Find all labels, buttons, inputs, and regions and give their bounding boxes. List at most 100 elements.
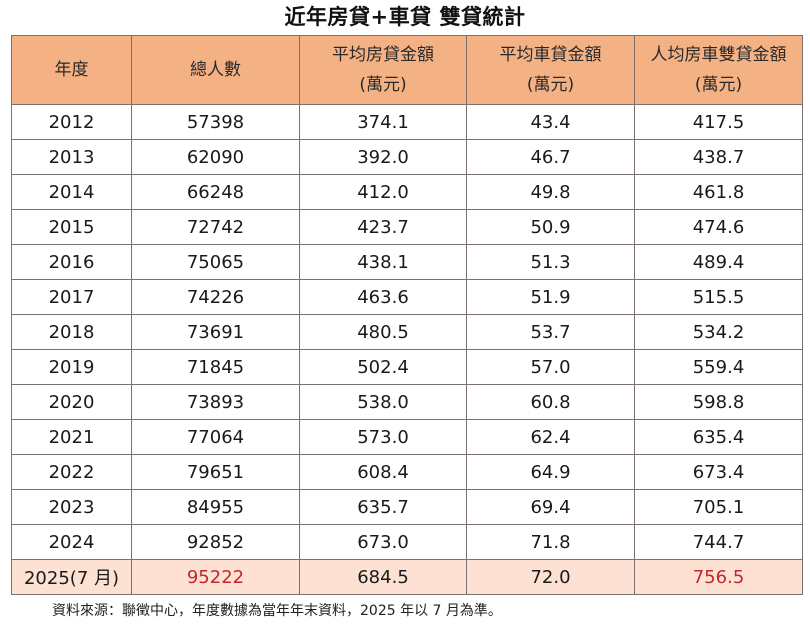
cell-car: 60.8 [466,384,635,420]
cell-combined: 635.4 [634,419,803,455]
table-row: 2015 72742 423.7 50.9 474.6 [11,209,803,245]
cell-total: 75065 [131,244,300,280]
cell-combined: 438.7 [634,139,803,175]
cell-mortgage: 392.0 [299,139,467,175]
cell-car: 69.4 [466,489,635,525]
header-avg-mortgage-unit: (萬元) [359,75,407,95]
header-row: 年度 總人數 平均房貸金額 (萬元) 平均車貸金額 (萬元) 人均房車雙貸金額 … [11,35,803,105]
cell-mortgage: 538.0 [299,384,467,420]
cell-year: 2023 [11,489,132,525]
cell-mortgage: 412.0 [299,174,467,210]
cell-combined: 515.5 [634,279,803,315]
cell-total: 66248 [131,174,300,210]
cell-car: 43.4 [466,104,635,140]
cell-year: 2019 [11,349,132,385]
cell-year: 2014 [11,174,132,210]
cell-mortgage: 502.4 [299,349,467,385]
header-year-label: 年度 [54,60,89,80]
cell-car: 51.3 [466,244,635,280]
cell-combined: 559.4 [634,349,803,385]
cell-mortgage: 374.1 [299,104,467,140]
cell-total: 73691 [131,314,300,350]
cell-combined: 744.7 [634,524,803,560]
cell-combined: 756.5 [634,559,803,595]
cell-car: 46.7 [466,139,635,175]
cell-total: 77064 [131,419,300,455]
header-avg-mortgage: 平均房貸金額 (萬元) [299,35,467,105]
header-avg-car-loan-unit: (萬元) [526,75,575,95]
cell-year: 2018 [11,314,132,350]
header-combined-loan: 人均房車雙貸金額 (萬元) [634,35,803,105]
cell-total: 79651 [131,454,300,490]
cell-mortgage: 608.4 [299,454,467,490]
cell-mortgage: 684.5 [299,559,467,595]
table-row: 2021 77064 573.0 62.4 635.4 [11,419,803,455]
cell-car: 62.4 [466,419,635,455]
cell-combined: 417.5 [634,104,803,140]
cell-year: 2022 [11,454,132,490]
cell-mortgage: 673.0 [299,524,467,560]
cell-combined: 489.4 [634,244,803,280]
cell-year: 2012 [11,104,132,140]
cell-car: 53.7 [466,314,635,350]
header-avg-mortgage-label: 平均房貸金額 [332,45,434,65]
table-row: 2017 74226 463.6 51.9 515.5 [11,279,803,315]
cell-total: 74226 [131,279,300,315]
header-avg-car-loan-label: 平均車貸金額 [499,45,602,65]
cell-car: 50.9 [466,209,635,245]
cell-car: 71.8 [466,524,635,560]
table-row: 2016 75065 438.1 51.3 489.4 [11,244,803,280]
cell-total: 84955 [131,489,300,525]
cell-mortgage: 438.1 [299,244,467,280]
cell-mortgage: 573.0 [299,419,467,455]
cell-combined: 534.2 [634,314,803,350]
cell-mortgage: 635.7 [299,489,467,525]
cell-year: 2016 [11,244,132,280]
cell-car: 64.9 [466,454,635,490]
cell-total: 57398 [131,104,300,140]
table-row: 2019 71845 502.4 57.0 559.4 [11,349,803,385]
table-row-highlighted: 2025(7 月) 95222 684.5 72.0 756.5 [11,559,803,595]
cell-car: 49.8 [466,174,635,210]
cell-total: 73893 [131,384,300,420]
header-combined-loan-unit: (萬元) [694,75,743,95]
cell-year: 2013 [11,139,132,175]
cell-combined: 461.8 [634,174,803,210]
cell-combined: 598.8 [634,384,803,420]
table-row: 2012 57398 374.1 43.4 417.5 [11,104,803,140]
cell-car: 51.9 [466,279,635,315]
cell-combined: 474.6 [634,209,803,245]
cell-mortgage: 463.6 [299,279,467,315]
cell-mortgage: 423.7 [299,209,467,245]
cell-total: 95222 [131,559,300,595]
cell-year: 2017 [11,279,132,315]
cell-combined: 673.4 [634,454,803,490]
table-title: 近年房貸+車貸 雙貸統計 [284,5,526,29]
table-row: 2013 62090 392.0 46.7 438.7 [11,139,803,175]
cell-year: 2025(7 月) [11,559,132,595]
table-row: 2023 84955 635.7 69.4 705.1 [11,489,803,525]
cell-car: 72.0 [466,559,635,595]
cell-total: 92852 [131,524,300,560]
header-combined-loan-label: 人均房車雙貸金額 [650,45,787,65]
cell-total: 72742 [131,209,300,245]
table-row: 2020 73893 538.0 60.8 598.8 [11,384,803,420]
loan-statistics-table: 年度 總人數 平均房貸金額 (萬元) 平均車貸金額 (萬元) 人均房車雙貸金額 … [11,35,803,595]
source-footnote: 資料來源：聯徵中心，年度數據為當年年末資料，2025 年以 7 月為準。 [52,603,502,619]
table-row: 2018 73691 480.5 53.7 534.2 [11,314,803,350]
cell-car: 57.0 [466,349,635,385]
cell-total: 71845 [131,349,300,385]
cell-total: 62090 [131,139,300,175]
cell-year: 2021 [11,419,132,455]
table-row: 2024 92852 673.0 71.8 744.7 [11,524,803,560]
table-row: 2014 66248 412.0 49.8 461.8 [11,174,803,210]
header-total-people-label: 總人數 [190,60,241,80]
header-total-people: 總人數 [131,35,300,105]
table-row: 2022 79651 608.4 64.9 673.4 [11,454,803,490]
cell-mortgage: 480.5 [299,314,467,350]
header-year: 年度 [11,35,132,105]
cell-year: 2024 [11,524,132,560]
cell-combined: 705.1 [634,489,803,525]
cell-year: 2020 [11,384,132,420]
header-avg-car-loan: 平均車貸金額 (萬元) [466,35,635,105]
